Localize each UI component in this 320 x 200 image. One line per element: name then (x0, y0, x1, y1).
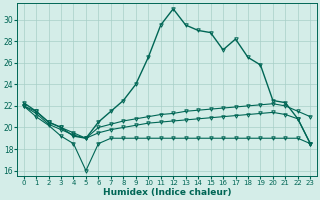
X-axis label: Humidex (Indice chaleur): Humidex (Indice chaleur) (103, 188, 231, 197)
